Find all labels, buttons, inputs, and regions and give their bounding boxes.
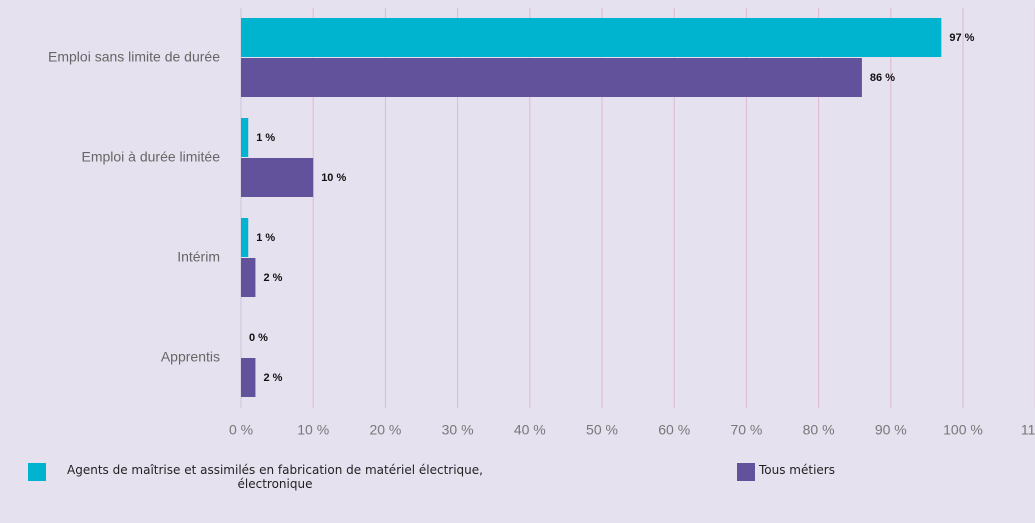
value-label: 2 % [263, 272, 282, 284]
bar [241, 58, 862, 97]
value-label: 2 % [263, 372, 282, 384]
bar [241, 358, 256, 397]
value-label: 10 % [321, 172, 346, 184]
x-tick-label: 90 % [875, 422, 907, 438]
bar [241, 158, 314, 197]
value-label: 86 % [870, 72, 895, 84]
x-tick-label: 0 % [229, 422, 253, 438]
x-tick-label: 10 % [297, 422, 329, 438]
x-tick-label: 70 % [730, 422, 762, 438]
x-tick-label: 11… [1021, 422, 1035, 438]
legend-item: Tous métiers [737, 463, 835, 481]
value-label: 1 % [256, 232, 275, 244]
x-tick-label: 30 % [442, 422, 474, 438]
legend-swatch [737, 463, 755, 481]
chart: 0 % 10 % 20 % 30 % 40 % 50 % 60 % 70 % 80 % 90 % 1… [48, 8, 1035, 438]
legend-label: Agents de maîtrise et assimilés en fabri… [67, 463, 483, 491]
x-tick-label: 100 % [943, 422, 983, 438]
bar [241, 218, 249, 257]
bar [241, 258, 256, 297]
category-label: Emploi à durée limitée [81, 149, 220, 165]
x-tick-label: 50 % [586, 422, 618, 438]
category-label: Apprentis [161, 349, 220, 365]
value-label: 97 % [949, 32, 974, 44]
x-tick-label: 20 % [369, 422, 401, 438]
legend-swatch [28, 463, 46, 481]
legend-item: Agents de maîtrise et assimilés en fabri… [28, 463, 500, 491]
x-tick-label: 60 % [658, 422, 690, 438]
value-label: 0 % [249, 332, 268, 344]
bar [241, 18, 942, 57]
category-label: Intérim [177, 249, 220, 265]
x-tick-label: 80 % [803, 422, 835, 438]
legend-label: Tous métiers [759, 463, 835, 477]
category-label: Emploi sans limite de durée [48, 49, 220, 65]
value-label: 1 % [256, 132, 275, 144]
x-tick-label: 40 % [514, 422, 546, 438]
bar [241, 118, 249, 157]
